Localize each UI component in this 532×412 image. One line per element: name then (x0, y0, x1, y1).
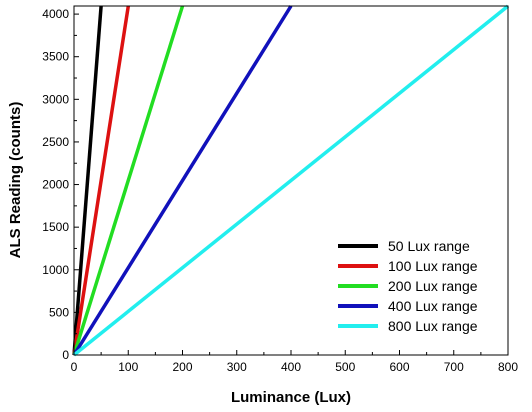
x-axis-title: Luminance (Lux) (231, 389, 351, 406)
y-tick-label: 500 (49, 305, 69, 319)
y-tick-label: 1500 (42, 220, 69, 234)
series-line-3 (72, 5, 185, 356)
series-layer (72, 4, 510, 357)
series-line-5 (72, 4, 510, 357)
y-tick-label: 3000 (42, 92, 69, 106)
legend-label-2: 100 Lux range (388, 258, 478, 274)
x-tick-label: 700 (444, 360, 464, 374)
y-tick-label: 2000 (42, 178, 69, 192)
series-line-2 (72, 5, 131, 356)
series-line-1 (72, 5, 103, 356)
x-tick-label: 800 (498, 360, 518, 374)
x-tick-label: 0 (71, 360, 78, 374)
x-tick-label: 100 (118, 360, 138, 374)
x-tick-label: 300 (227, 360, 247, 374)
legend-label-1: 50 Lux range (388, 238, 470, 254)
y-tick-label: 2500 (42, 135, 69, 149)
y-tick-label: 1000 (42, 263, 69, 277)
tick-layer: 0 100 200 300 400 500 600 700 800 0 500 1000 1500 200… (42, 7, 518, 374)
y-tick-label: 3500 (42, 50, 69, 64)
series-line-4 (72, 5, 293, 356)
legend-label-3: 200 Lux range (388, 278, 478, 294)
legend-label-5: 800 Lux range (388, 318, 478, 334)
x-tick-label: 200 (172, 360, 192, 374)
y-axis-title: ALS Reading (counts) (7, 102, 24, 259)
legend-label-4: 400 Lux range (388, 298, 478, 314)
x-tick-label: 600 (389, 360, 409, 374)
x-tick-label: 400 (281, 360, 301, 374)
x-tick-label: 500 (335, 360, 355, 374)
legend: 50 Lux range 100 Lux range 200 Lux range 40… (338, 238, 478, 334)
y-tick-label: 4000 (42, 7, 69, 21)
y-tick-label: 0 (62, 348, 69, 362)
